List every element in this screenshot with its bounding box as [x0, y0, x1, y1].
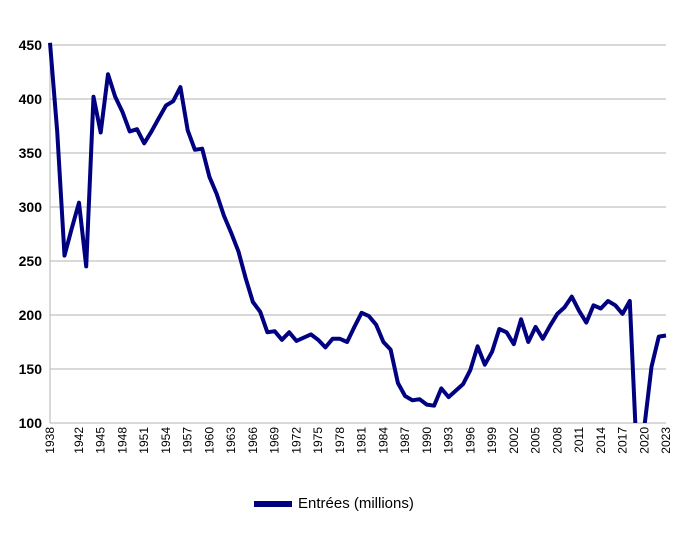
x-tick-label: 1975 [311, 427, 325, 454]
series-line-entrees [48, 42, 667, 423]
x-tick-label: 2011 [572, 427, 586, 453]
legend: Entrées (millions) [254, 495, 414, 512]
line-chart: 100 150 200 250 300 350 400 450 1938 1942 1945 194… [19, 37, 673, 454]
series-layer [48, 42, 667, 423]
x-tick-label: 1948 [115, 427, 129, 454]
x-tick-label: 1951 [137, 427, 151, 454]
x-tick-label: 1993 [442, 427, 456, 454]
x-tick-label: 1969 [268, 427, 282, 454]
x-tick-label: 1945 [94, 427, 108, 454]
x-tick-label: 2023 [659, 427, 673, 454]
y-tick-label: 400 [19, 91, 43, 107]
x-tick-label: 1960 [202, 427, 216, 454]
y-axis-ticks: 100 150 200 250 300 350 400 450 [19, 37, 43, 431]
y-tick-label: 450 [19, 37, 43, 53]
x-tick-label: 1966 [246, 427, 260, 454]
y-tick-label: 250 [19, 253, 43, 269]
legend-label: Entrées (millions) [298, 495, 414, 512]
x-tick-label: 1984 [376, 427, 390, 454]
x-axis-ticks: 1938 1942 1945 1948 1951 1954 1957 1960 1963 1966… [43, 427, 673, 454]
x-tick-label: 1987 [398, 427, 412, 454]
legend-swatch [254, 500, 292, 507]
x-tick-label: 1942 [72, 427, 86, 454]
x-tick-label: 2005 [529, 427, 543, 454]
x-tick-label: 1981 [355, 427, 369, 454]
x-tick-label: 1978 [333, 427, 347, 454]
x-tick-label: 1954 [159, 427, 173, 454]
x-tick-label: 1938 [43, 427, 57, 454]
x-tick-label: 1972 [289, 427, 303, 454]
x-tick-label: 2017 [616, 427, 630, 454]
x-tick-label: 1990 [420, 427, 434, 454]
y-tick-label: 350 [19, 145, 43, 161]
x-tick-label: 1999 [485, 427, 499, 454]
x-tick-label: 2014 [594, 427, 608, 454]
x-tick-label: 2002 [507, 427, 521, 454]
x-tick-label: 2008 [550, 427, 564, 454]
y-tick-label: 200 [19, 307, 43, 323]
y-tick-label: 100 [19, 415, 43, 431]
x-tick-label: 1957 [181, 427, 195, 454]
gridlines [49, 44, 666, 424]
y-tick-label: 300 [19, 199, 43, 215]
y-tick-label: 150 [19, 361, 43, 377]
x-tick-label: 1996 [463, 427, 477, 454]
x-tick-label: 1963 [224, 427, 238, 454]
x-tick-label: 2020 [637, 427, 651, 454]
